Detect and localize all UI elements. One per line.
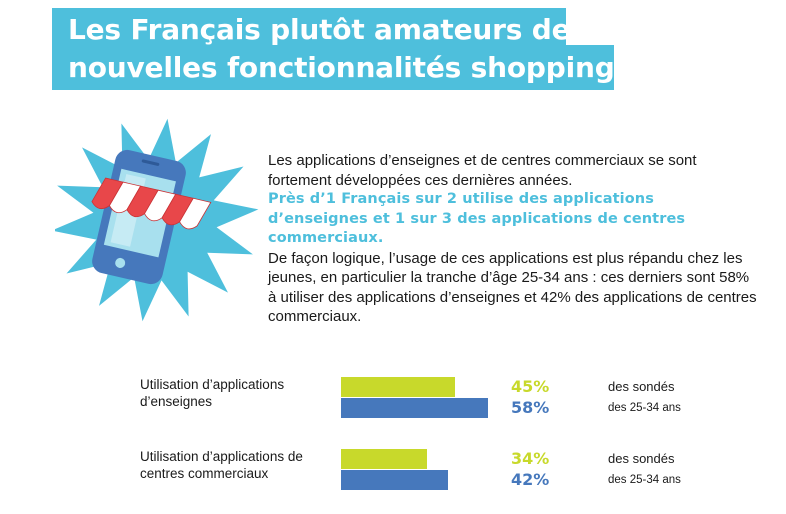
data-label-centres-commerciaux-series-2: 42% [511, 470, 550, 489]
category-label-centres-commerciaux: Utilisation d’applications de centres co… [140, 449, 303, 481]
series-label-enseignes-2: des 25-34 ans [608, 402, 681, 414]
bar-enseignes-series-1 [341, 377, 455, 397]
title-line-1: Les Français plutôt amateurs des [52, 8, 587, 45]
awning-stripe [179, 197, 212, 230]
data-label-centres-commerciaux-series-1: 34% [511, 449, 550, 468]
data-label-enseignes-series-2: 58% [511, 398, 550, 417]
illustration [55, 118, 259, 322]
series-label-centres-commerciaux-1: des sondés [608, 451, 675, 466]
description-paragraph-1: Les applications d’enseignes et de centr… [268, 152, 697, 189]
bar-centres-commerciaux-series-1 [341, 449, 427, 469]
bar-centres-commerciaux-series-2 [341, 470, 448, 490]
description: Les applications d’enseignes et de centr… [268, 151, 758, 327]
category-label-enseignes: Utilisation d’applications d’enseignes [140, 377, 285, 409]
series-label-centres-commerciaux-2: des 25-34 ans [608, 474, 681, 486]
bar-enseignes-series-2 [341, 398, 488, 418]
shop-awning-icon [91, 177, 212, 230]
description-highlight: Près d’1 Français sur 2 utilise des appl… [268, 191, 686, 246]
description-paragraph-2: De façon logique, l’usage de ces applica… [268, 249, 757, 326]
title-line-2: nouvelles fonctionnalités shopping [52, 45, 615, 90]
series-label-enseignes-1: des sondés [608, 379, 675, 394]
data-label-enseignes-series-1: 45% [511, 377, 550, 396]
